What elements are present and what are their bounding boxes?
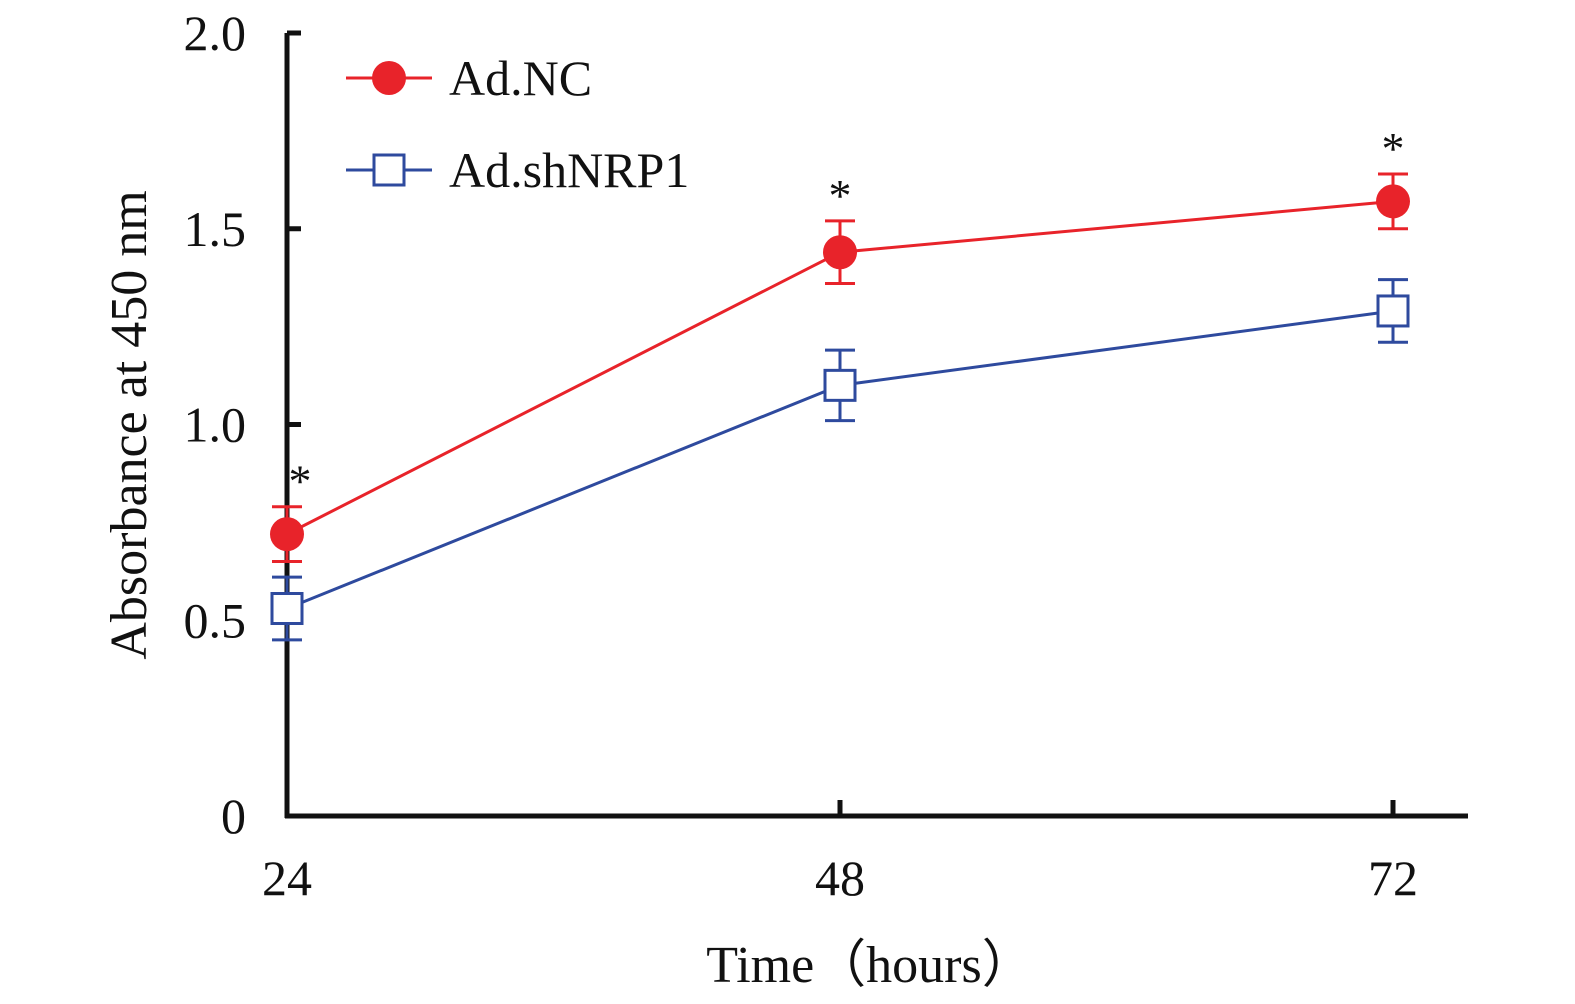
legend-label: Ad.shNRP1 [449,142,689,198]
data-point [1376,184,1410,219]
data-point [823,235,857,270]
legend: Ad.NC Ad.shNRP1 [346,50,689,198]
legend-item: Ad.NC [346,50,592,106]
series-ad-nc [270,172,1410,564]
y-tick-label: 0.5 [184,592,247,648]
legend-label: Ad.NC [449,50,592,106]
significance-marker: * [289,456,312,507]
legend-marker [372,61,406,95]
y-tick-label: 0 [221,788,246,844]
data-point [270,517,304,552]
x-tick-label: 72 [1368,850,1418,906]
y-axis-title: Absorbance at 450 nm [101,190,158,659]
significance-marker: * [829,170,852,221]
x-axis-title: Time（hours） [706,937,1033,994]
significance-marker: * [1382,123,1405,174]
legend-marker [372,153,406,187]
series-layer [270,172,1410,642]
data-point [823,368,857,402]
legend-item: Ad.shNRP1 [346,142,689,198]
series-ad-shnrp1 [270,278,1410,642]
data-point [270,592,304,626]
y-tick-label: 1.0 [184,397,247,453]
x-axis-ticks: 24 48 72 [262,800,1418,906]
y-tick-label: 2.0 [184,5,247,61]
data-point [1376,294,1410,328]
x-tick-label: 48 [815,850,865,906]
y-axis-ticks: 0 0.5 1.0 1.5 2.0 [184,5,301,844]
annotation-layer: * * * [289,123,1405,507]
x-tick-label: 24 [262,850,312,906]
y-tick-label: 1.5 [184,201,247,257]
